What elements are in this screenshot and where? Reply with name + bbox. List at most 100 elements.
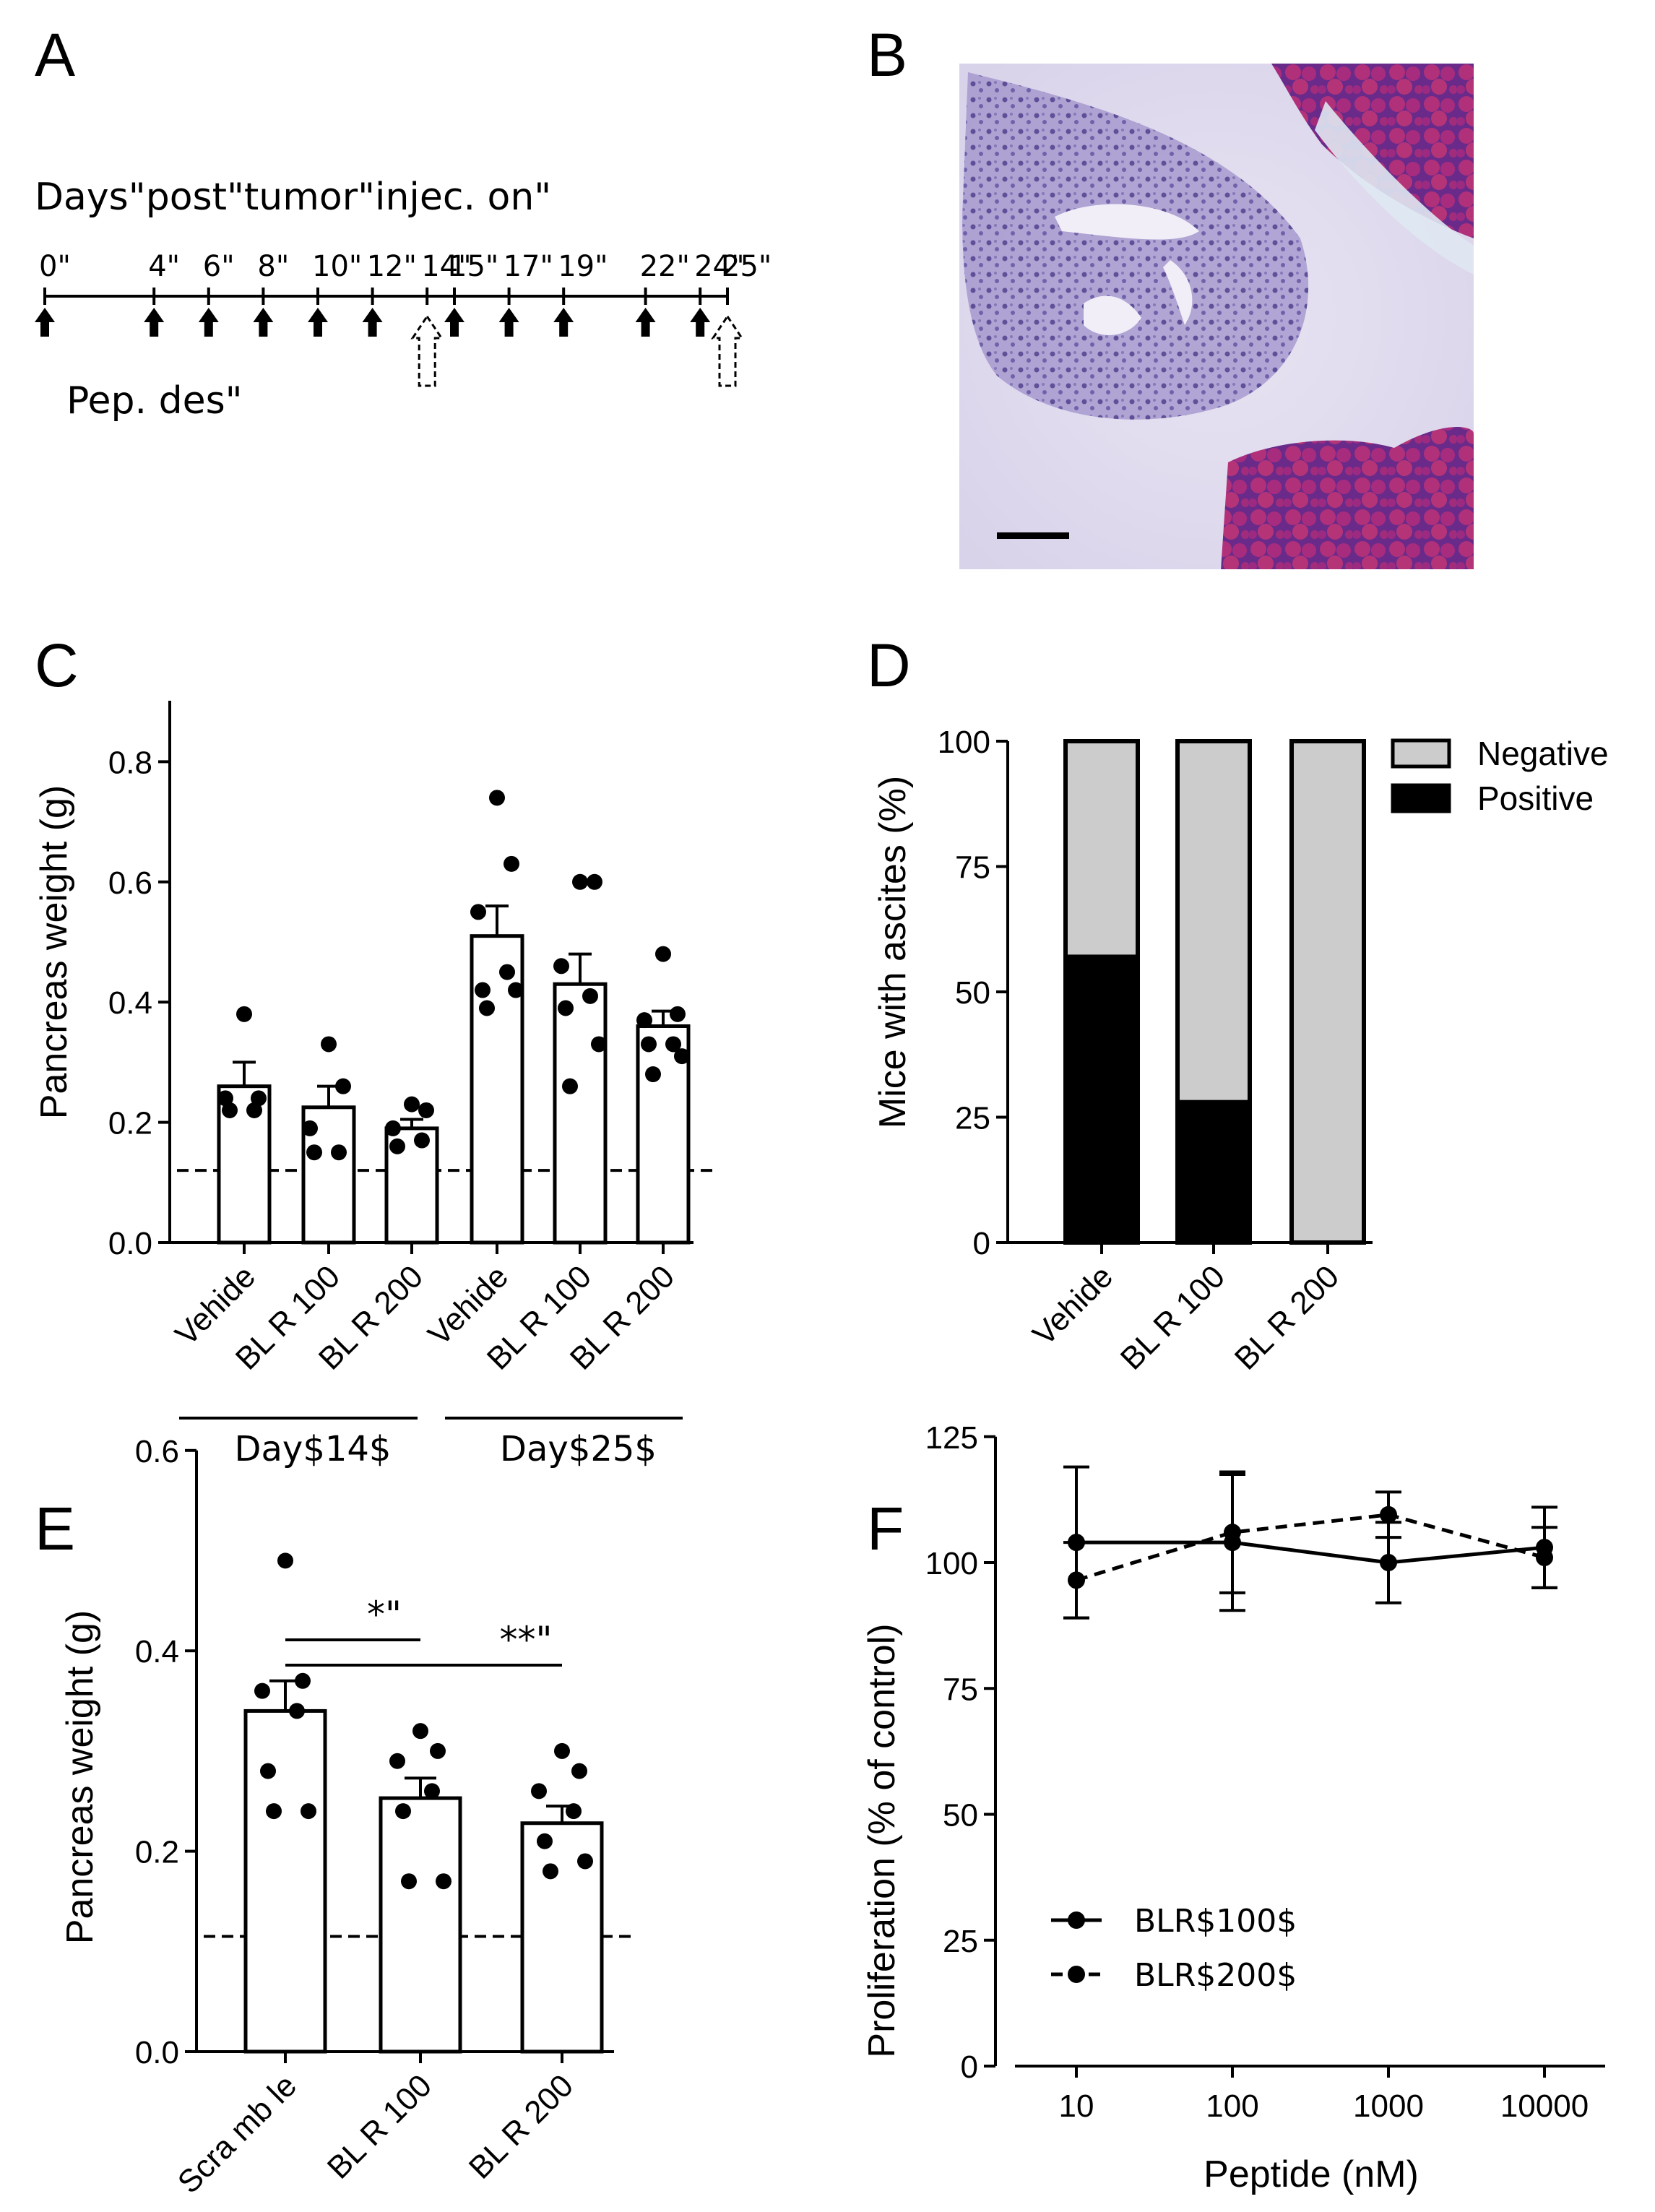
data-point <box>389 1753 405 1769</box>
data-point <box>321 1036 337 1053</box>
data-point <box>295 1672 311 1689</box>
axis-title-y: Pancreas weight (g) <box>59 1610 101 1944</box>
significance-label: *" <box>367 1594 402 1636</box>
timeline-day-label: 14" <box>421 250 471 283</box>
y-tick-label: 0.6 <box>108 865 152 901</box>
peptide-dose-arrow <box>308 308 328 337</box>
data-point <box>401 1873 417 1890</box>
data-point <box>331 1144 347 1161</box>
data-point <box>566 1803 582 1820</box>
axis-title-y: Proliferation (% of control) <box>861 1623 903 2057</box>
data-point <box>1380 1554 1397 1571</box>
legend-label: BLR$200$ <box>1134 1957 1297 1994</box>
data-point <box>537 1833 553 1849</box>
data-point <box>306 1144 322 1161</box>
data-point <box>645 1066 661 1083</box>
data-point <box>479 1000 495 1016</box>
data-point <box>266 1803 282 1820</box>
data-point <box>217 1090 233 1107</box>
data-point <box>641 1036 657 1053</box>
panel-d-chart: Mice with ascites (%) 0255075100VehideBL… <box>872 725 1609 1377</box>
data-point <box>571 1763 587 1779</box>
bar <box>379 1796 462 2054</box>
data-point <box>436 1873 451 1890</box>
panel-letter-a: A <box>35 21 75 89</box>
data-point <box>475 982 491 998</box>
timeline-day-label: 10" <box>312 250 362 283</box>
y-tick-label: 125 <box>925 1420 978 1456</box>
timeline-day-label: 8" <box>257 250 289 283</box>
timeline-day-label: 22" <box>640 250 690 283</box>
bar-segment-positive <box>1175 1099 1252 1245</box>
data-point <box>655 946 671 962</box>
bar-segment-positive <box>1063 954 1140 1245</box>
timeline-day-label: 17" <box>504 250 553 283</box>
panel-letter-c: C <box>35 631 79 699</box>
group-label: Day$14$ <box>235 1429 392 1469</box>
data-point <box>553 958 569 975</box>
legend-swatch <box>1391 738 1451 769</box>
y-tick-label: 0.0 <box>108 1226 152 1261</box>
series-line <box>1076 1513 1545 1582</box>
data-point <box>418 1102 434 1118</box>
axis-title-y: Pancreas weight (g) <box>33 785 75 1119</box>
y-tick-label: 25 <box>943 1924 978 1959</box>
legend-marker <box>1068 1966 1085 1983</box>
data-point <box>1536 1549 1553 1567</box>
group-label: Day$25$ <box>500 1429 657 1469</box>
y-tick-label: 0.8 <box>108 745 152 780</box>
x-tick-label: 10 <box>1059 2088 1094 2124</box>
data-point <box>577 1853 593 1870</box>
data-point <box>665 1036 681 1053</box>
data-point <box>572 873 588 890</box>
timeline-day-label: 6" <box>203 250 235 283</box>
data-point <box>254 1682 270 1699</box>
y-tick-label: 0.2 <box>135 1835 179 1870</box>
peptide-dose-arrow <box>253 308 274 337</box>
y-tick-label: 0.4 <box>108 985 152 1021</box>
y-tick-label: 100 <box>925 1546 978 1581</box>
timeline-title: Days"post"tumor"injec. on" <box>35 176 551 219</box>
y-tick-label: 0 <box>973 1226 990 1261</box>
data-point <box>302 1120 318 1136</box>
data-point <box>289 1703 305 1719</box>
timeline-day-label: 12" <box>367 250 417 283</box>
legend-label: Positive <box>1477 779 1594 817</box>
data-point <box>414 1132 430 1149</box>
y-tick-label: 0.0 <box>135 2035 179 2070</box>
data-point <box>489 790 505 806</box>
y-tick-label: 0.6 <box>135 1434 179 1469</box>
panel-letter-b: B <box>867 21 907 89</box>
peptide-dose-arrow <box>498 308 519 337</box>
sacrifice-arrow <box>711 314 744 387</box>
peptide-dose-arrow <box>635 308 656 337</box>
data-point <box>251 1090 267 1107</box>
legend-label: BLR$100$ <box>1134 1903 1297 1940</box>
data-point <box>531 1783 547 1800</box>
histology-image <box>959 64 1474 569</box>
data-point <box>591 1036 607 1053</box>
data-point <box>587 873 602 890</box>
bar <box>520 1821 604 2054</box>
data-point <box>246 1102 262 1118</box>
data-point <box>1380 1505 1397 1524</box>
bar <box>553 982 608 1245</box>
data-point <box>554 1742 570 1759</box>
data-point <box>508 982 524 998</box>
bar <box>470 934 524 1245</box>
y-tick-label: 0.2 <box>108 1106 152 1141</box>
data-point <box>636 1012 652 1029</box>
data-point <box>558 1000 574 1016</box>
data-point <box>277 1552 293 1569</box>
data-point <box>470 904 486 920</box>
peptide-dose-arrow <box>553 308 574 337</box>
x-tick-label: 1000 <box>1353 2088 1424 2124</box>
x-tick-label: BL R 100 <box>1114 1258 1232 1376</box>
panel-letter-d: D <box>867 631 911 699</box>
peptide-dose-arrow <box>444 308 464 337</box>
timeline-legend-label: Pep. des" <box>66 379 243 423</box>
y-tick-label: 0 <box>961 2049 978 2085</box>
bar <box>243 1708 327 2054</box>
data-point <box>504 855 519 872</box>
panel-e-chart: Pancreas weight (g) 0.0 0.2 0.4 0.6 Scra mb … <box>59 1434 632 2200</box>
